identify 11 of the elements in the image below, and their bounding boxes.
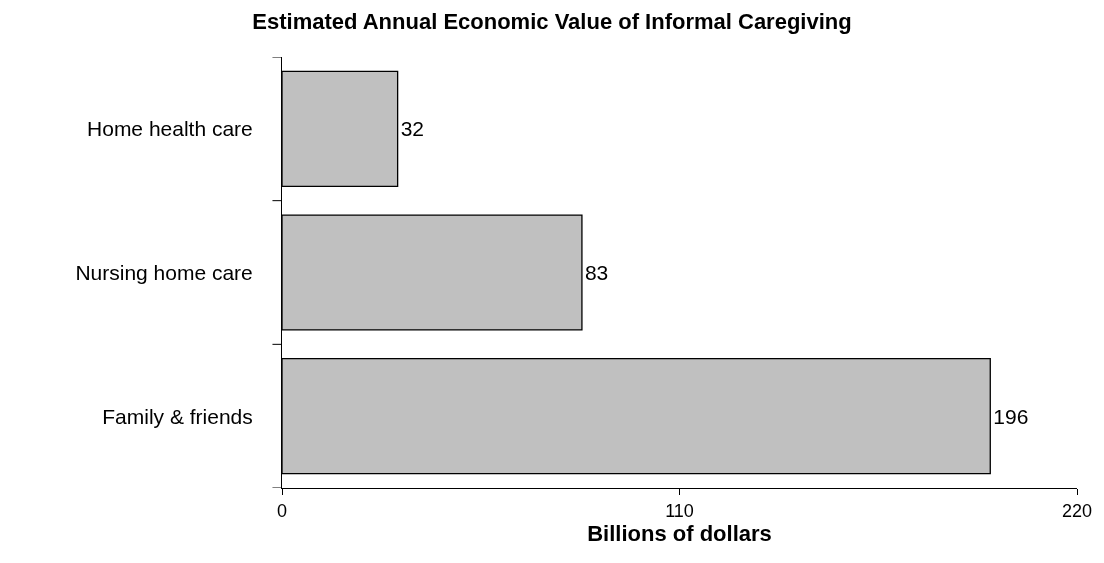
x-axis-title: Billions of dollars (587, 520, 772, 546)
y-tick-label: Home health care (87, 117, 253, 141)
data-label: 32 (400, 117, 424, 141)
x-tick-label: 110 (665, 500, 694, 521)
y-tick-label: Nursing home care (75, 260, 253, 284)
data-label: 196 (993, 404, 1029, 428)
data-label: 83 (584, 261, 609, 284)
x-tick-label: 220 (1061, 500, 1093, 521)
x-tick-label: 0 (276, 500, 288, 521)
chart-title: Estimated Annual Economic Value of Informal Caregiving (252, 9, 852, 35)
y-tick-label: Family & friends (102, 404, 253, 428)
